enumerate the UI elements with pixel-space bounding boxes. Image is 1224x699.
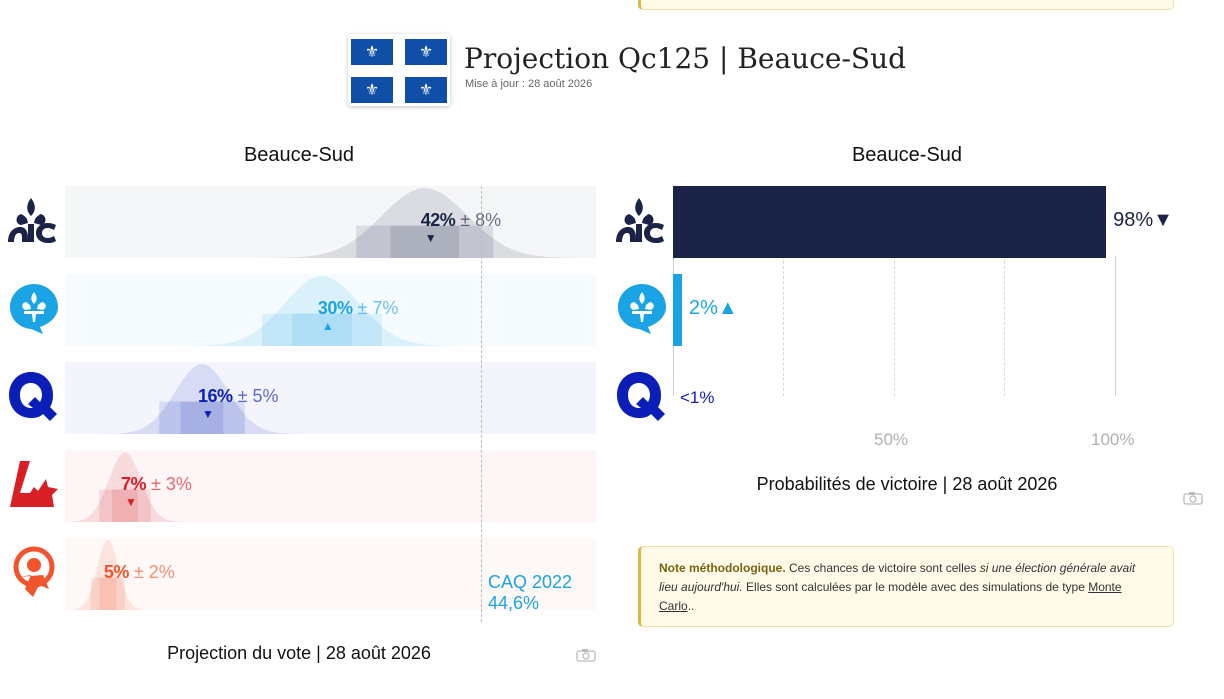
trend-arrow-icon: ▼ xyxy=(124,495,137,509)
grid-line xyxy=(783,256,784,396)
plq-logo-icon xyxy=(10,284,58,334)
vote-value-label: 5% ± 2% xyxy=(104,562,175,583)
camera-icon[interactable] xyxy=(576,648,596,662)
vote-value: 5% xyxy=(103,562,130,582)
prob-bar-plq xyxy=(673,274,682,346)
vote-distribution xyxy=(65,362,596,434)
plq-logo-icon xyxy=(618,284,666,334)
distribution-curve xyxy=(253,188,596,258)
margin-band xyxy=(261,313,382,346)
distribution-curve xyxy=(65,540,151,610)
row-background xyxy=(65,274,596,346)
core-band xyxy=(180,401,224,434)
prob-panel-title: Beauce-Sud xyxy=(851,144,963,166)
vote-margin: ± 7% xyxy=(352,298,399,318)
vote-row-pq: 16% ± 5% ▼ xyxy=(65,362,596,434)
trend-arrow-icon: ▼ xyxy=(202,407,214,421)
prob-label: 98%▼ xyxy=(1113,209,1173,231)
grid-line xyxy=(1115,256,1116,396)
core-band xyxy=(99,577,117,610)
margin-band xyxy=(90,577,125,610)
vote-panel-title: Beauce-Sud xyxy=(243,144,355,166)
trend-arrow-icon: ▼ xyxy=(424,231,437,245)
vote-row-pcq: 7% ± 3% ▼ xyxy=(65,450,596,522)
reference-label: CAQ 2022 44,6% xyxy=(488,572,573,613)
distribution-curve xyxy=(172,276,472,346)
vote-value: 30% xyxy=(317,298,353,318)
row-background xyxy=(65,450,596,522)
row-background xyxy=(65,362,596,434)
vote-value: 16% xyxy=(198,386,233,406)
vote-distribution xyxy=(65,274,596,346)
axis-tick-label: 100% xyxy=(1091,430,1135,449)
margin-band xyxy=(99,489,151,522)
update-date: Mise à jour : 28 août 2026 xyxy=(465,78,593,90)
reference-line xyxy=(481,186,482,622)
distribution-curve xyxy=(65,452,190,522)
pcq-logo-icon xyxy=(10,461,58,507)
vote-distribution xyxy=(65,450,596,522)
pq-logo-icon xyxy=(9,372,57,421)
prob-label: <1% xyxy=(680,388,715,407)
qs-logo-icon xyxy=(13,546,55,597)
vote-value-label: 7% ± 3% xyxy=(121,474,192,495)
vote-value-label: 16% ± 5% xyxy=(198,386,278,407)
page-title: Projection Qc125 | Beauce-Sud xyxy=(464,42,907,75)
core-band xyxy=(291,313,352,346)
vote-margin: ± 2% xyxy=(128,562,175,582)
core-band xyxy=(390,225,459,258)
quebec-flag-icon: ⚜ ⚜ ⚜ ⚜ xyxy=(348,34,450,106)
distribution-curve xyxy=(95,364,310,434)
prob-chart-caption: Probabilités de victoire | 28 août 2026 xyxy=(756,474,1058,494)
monte-carlo-link[interactable]: Monte Carlo xyxy=(659,580,1122,613)
row-background xyxy=(65,538,596,610)
vote-value: 7% xyxy=(120,474,147,494)
vote-row-caq: 42% ± 8% ▼ xyxy=(65,186,596,258)
vote-value-label: 30% ± 7% xyxy=(318,298,398,319)
margin-band xyxy=(159,401,245,434)
caq-logo-icon xyxy=(616,198,664,243)
vote-margin: ± 3% xyxy=(145,474,192,494)
grid-line xyxy=(894,256,895,396)
vote-value-label: 42% ± 8% xyxy=(421,210,501,231)
caq-logo-icon xyxy=(8,198,56,243)
vote-row-plq: 30% ± 7% ▲ xyxy=(65,274,596,346)
previous-note-box xyxy=(638,0,1174,10)
prob-label: 2%▲ xyxy=(689,297,738,319)
vote-value: 42% xyxy=(420,210,456,230)
vote-margin: ± 8% xyxy=(455,210,502,230)
camera-icon[interactable] xyxy=(1183,491,1203,505)
grid-line xyxy=(1004,256,1005,396)
prob-bar-caq xyxy=(673,186,1107,258)
axis-tick-label: 50% xyxy=(874,430,909,449)
pq-logo-icon xyxy=(617,372,665,421)
core-band xyxy=(112,489,138,522)
vote-distribution xyxy=(65,538,596,610)
methodology-note: Note méthodologique. Ces chances de vict… xyxy=(638,546,1174,627)
trend-arrow-icon: ▲ xyxy=(321,319,334,333)
vote-margin: ± 5% xyxy=(232,386,279,406)
vote-distribution xyxy=(65,186,596,258)
row-background xyxy=(65,186,596,258)
vote-row-qs: 5% ± 2% xyxy=(65,538,596,610)
vote-chart-caption: Projection du vote | 28 août 2026 xyxy=(167,643,431,663)
margin-band xyxy=(356,225,494,258)
